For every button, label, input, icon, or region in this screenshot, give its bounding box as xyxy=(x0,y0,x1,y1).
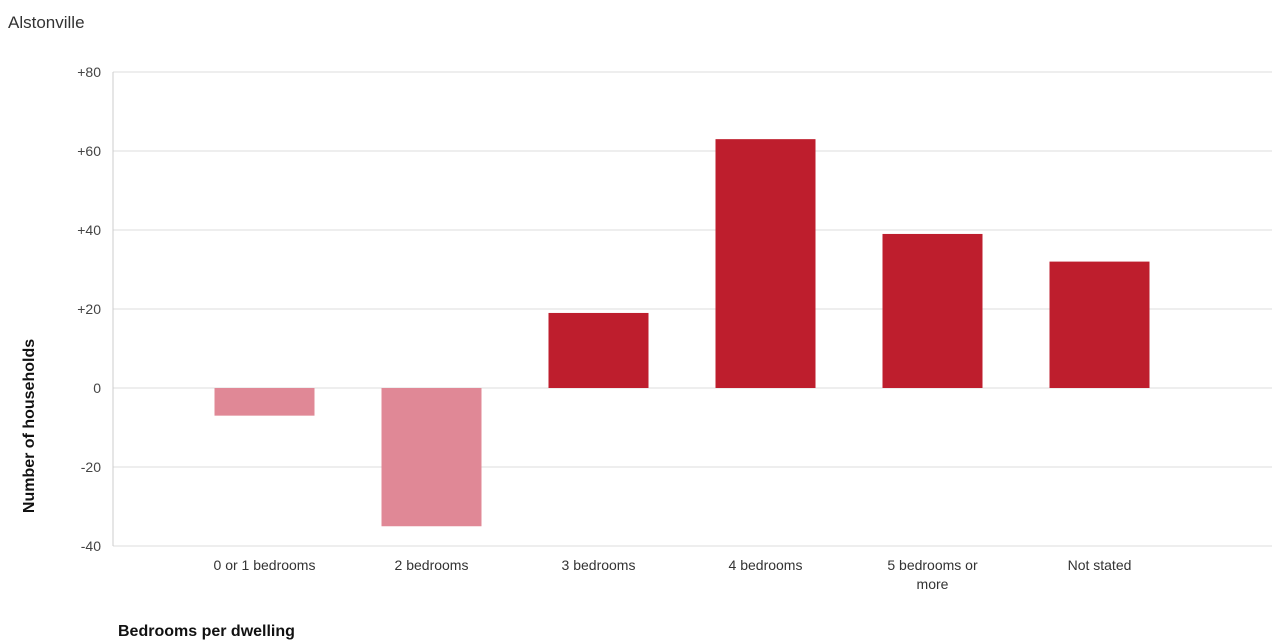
chart-title: Alstonville xyxy=(8,13,85,32)
bar xyxy=(214,388,315,416)
x-axis-title: Bedrooms per dwelling xyxy=(118,623,295,640)
bars xyxy=(214,139,1150,527)
x-tick-label: 2 bedrooms xyxy=(395,557,469,573)
bar xyxy=(548,312,649,388)
y-tick-label: +80 xyxy=(77,64,101,80)
y-axis-title: Number of households xyxy=(21,339,38,513)
bar xyxy=(381,388,482,527)
bar xyxy=(882,233,983,388)
bar xyxy=(1049,261,1150,388)
y-tick-label: -40 xyxy=(81,538,101,554)
x-tick-label: 3 bedrooms xyxy=(562,557,636,573)
x-tick-label: 5 bedrooms or more xyxy=(887,557,978,592)
x-axis-categories: 0 or 1 bedrooms 2 bedrooms 3 bedrooms 4 bed… xyxy=(214,557,1132,592)
x-tick-label: 0 or 1 bedrooms xyxy=(214,557,316,573)
y-tick-label: -20 xyxy=(81,459,101,475)
bar xyxy=(715,139,816,388)
x-tick-label: 4 bedrooms xyxy=(729,557,803,573)
y-tick-label: 0 xyxy=(93,380,101,396)
y-tick-label: +20 xyxy=(77,301,101,317)
y-axis-ticks: -40 -20 0 +20 +40 +60 +80 xyxy=(77,64,101,554)
y-tick-label: +40 xyxy=(77,222,101,238)
x-tick-label: Not stated xyxy=(1068,557,1132,573)
y-tick-label: +60 xyxy=(77,143,101,159)
